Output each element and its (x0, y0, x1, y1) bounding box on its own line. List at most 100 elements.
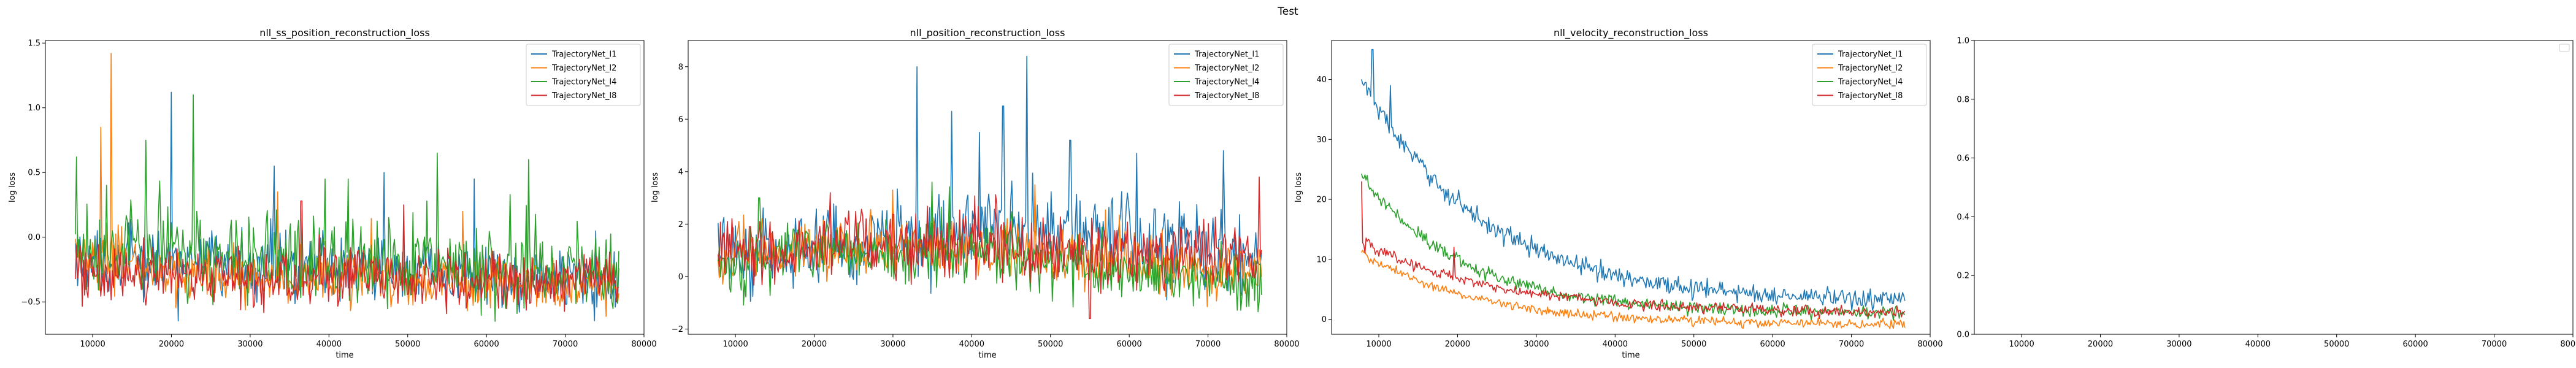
x-tick-label: 50000 (1681, 340, 1706, 349)
x-tick-label: 70000 (553, 340, 578, 349)
series-line-TrajectoryNet_l2 (75, 53, 619, 317)
x-axis-label: time (335, 351, 353, 360)
x-axis-label: time (1622, 351, 1639, 360)
y-tick-label: 10 (1316, 255, 1327, 264)
x-tick-label: 10000 (1366, 340, 1391, 349)
y-axis-label: log loss (8, 172, 17, 202)
y-tick-label: 0.0 (28, 233, 40, 242)
y-tick-label: 8 (678, 63, 683, 72)
x-tick-label: 80000 (1917, 340, 1942, 349)
subplot-title: nll_position_reconstruction_loss (910, 27, 1065, 39)
legend-label: TrajectoryNet_l4 (551, 78, 616, 87)
legend-label: TrajectoryNet_l1 (551, 50, 616, 59)
y-tick-label: 0.5 (28, 169, 40, 178)
legend-label: TrajectoryNet_l8 (1194, 91, 1259, 101)
x-tick-label: 10000 (723, 340, 748, 349)
legend-label: TrajectoryNet_l4 (1838, 78, 1903, 87)
y-tick-label: 40 (1316, 75, 1327, 85)
subplot-title: nll_velocity_reconstruction_loss (1554, 27, 1708, 39)
series-group (75, 53, 619, 322)
x-tick-label: 30000 (880, 340, 905, 349)
y-tick-label: 0.4 (1957, 213, 1969, 222)
y-tick-label: 1.0 (1957, 37, 1969, 46)
legend-frame (1168, 44, 1284, 106)
y-tick-label: 0 (678, 272, 683, 282)
y-tick-label: −2 (672, 325, 683, 334)
x-tick-label: 50000 (2324, 340, 2349, 349)
y-tick-label: 2 (678, 220, 683, 229)
x-tick-label: 20000 (159, 340, 184, 349)
legend-label: TrajectoryNet_l2 (1194, 64, 1259, 73)
legend: TrajectoryNet_l1 TrajectoryNet_l2 Trajecto… (1168, 44, 1284, 106)
y-tick-label: 0.0 (1957, 331, 1969, 340)
axes-frame (1331, 40, 1931, 335)
y-tick-label: 4 (678, 167, 683, 177)
y-tick-label: 1.5 (28, 39, 40, 48)
y-axis-label: log loss (1294, 172, 1303, 202)
x-axis-label: time (978, 351, 996, 360)
legend-label: TrajectoryNet_l8 (1838, 91, 1903, 101)
series-line-TrajectoryNet_l1 (1361, 48, 1906, 311)
series-group (718, 55, 1262, 320)
x-tick-label: 40000 (316, 340, 342, 349)
x-tick-label: 30000 (1524, 340, 1549, 349)
x-tick-label: 70000 (1195, 340, 1221, 349)
legend: TrajectoryNet_l1 TrajectoryNet_l2 Trajecto… (526, 44, 641, 106)
subplot-4: 10000 20000 30000 40000 50000 60000 70000 80000… (1957, 37, 2576, 350)
x-tick-label: 40000 (959, 340, 984, 349)
series-line-TrajectoryNet_l1 (718, 55, 1262, 302)
y-tick-label: 1.0 (28, 104, 40, 113)
x-tick-label: 60000 (1760, 340, 1785, 349)
series-line-TrajectoryNet_l4 (1361, 174, 1906, 321)
legend-label: TrajectoryNet_l2 (1838, 64, 1903, 73)
x-tick-label: 40000 (2245, 340, 2271, 349)
x-tick-label: 10000 (80, 340, 105, 349)
x-tick-label: 30000 (2166, 340, 2191, 349)
x-tick-label: 50000 (1038, 340, 1063, 349)
y-tick-label: 0.8 (1957, 95, 1969, 104)
y-tick-label: 0.6 (1957, 154, 1969, 163)
x-tick-label: 60000 (473, 340, 499, 349)
x-tick-label: 40000 (1603, 340, 1628, 349)
series-line-TrajectoryNet_l2 (1361, 250, 1906, 329)
x-tick-label: 70000 (1839, 340, 1864, 349)
x-tick-label: 30000 (237, 340, 263, 349)
series-line-TrajectoryNet_l2 (718, 184, 1262, 307)
legend-empty (2559, 44, 2570, 52)
subplot-title: nll_ss_position_reconstruction_loss (259, 27, 430, 39)
y-tick-label: 0 (1322, 315, 1327, 324)
x-tick-label: 80000 (2560, 340, 2576, 349)
series-line-TrajectoryNet_l8 (718, 176, 1262, 320)
legend: TrajectoryNet_l1 TrajectoryNet_l2 Trajecto… (1812, 44, 1927, 106)
series-line-TrajectoryNet_l8 (1361, 181, 1906, 320)
series-line-TrajectoryNet_l8 (75, 200, 619, 315)
legend-label: TrajectoryNet_l2 (551, 64, 616, 73)
x-tick-label: 80000 (631, 340, 656, 349)
y-tick-label: 20 (1316, 196, 1327, 205)
subplot-1: 10000 20000 30000 40000 50000 60000 70000 80000… (8, 27, 657, 360)
axes-frame (1974, 40, 2574, 335)
subplot-3: 10000 20000 30000 40000 50000 60000 70000 80000… (1294, 27, 1943, 360)
subplots: 10000 20000 30000 40000 50000 60000 70000 80000… (8, 27, 2576, 360)
legend-label: TrajectoryNet_l8 (551, 91, 616, 101)
series-group (1361, 48, 1906, 329)
x-tick-label: 60000 (1116, 340, 1141, 349)
x-tick-label: 20000 (1445, 340, 1470, 349)
x-tick-label: 50000 (395, 340, 420, 349)
legend-label: TrajectoryNet_l1 (1838, 50, 1903, 59)
axes-frame (45, 40, 645, 335)
y-axis-label: log loss (651, 172, 660, 202)
y-tick-label: 0.2 (1957, 272, 1969, 281)
figure-suptitle: Test (1277, 6, 1298, 18)
x-tick-label: 80000 (1274, 340, 1299, 349)
axes-frame (688, 40, 1287, 335)
y-tick-label: −0.5 (21, 298, 40, 307)
legend-frame (526, 44, 641, 106)
subplot-2: 10000 20000 30000 40000 50000 60000 70000 80000… (651, 27, 1300, 360)
x-tick-label: 60000 (2402, 340, 2428, 349)
legend-label: TrajectoryNet_l4 (1194, 78, 1259, 87)
x-tick-label: 20000 (2088, 340, 2113, 349)
y-tick-label: 6 (678, 115, 683, 125)
x-tick-label: 20000 (802, 340, 827, 349)
